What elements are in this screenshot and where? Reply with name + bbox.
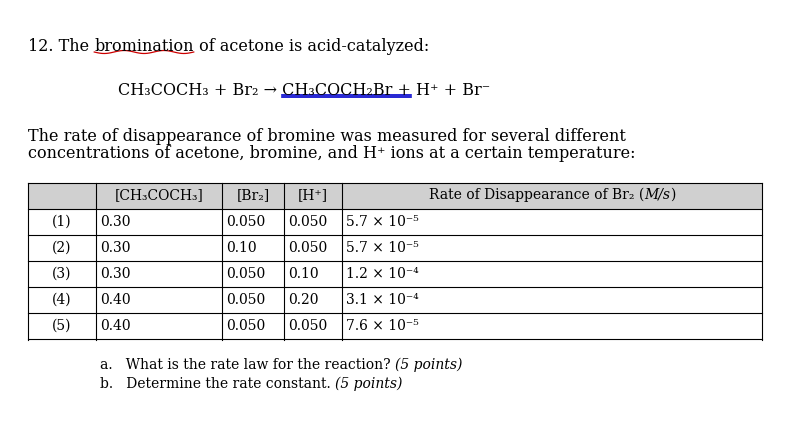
Text: 0.050: 0.050 [226, 215, 265, 229]
Text: bromination: bromination [94, 38, 194, 55]
Text: H⁺ + Br⁻: H⁺ + Br⁻ [416, 82, 491, 99]
Text: CH₃COCH₃ + Br₂ → CH₃COCH₂Br +: CH₃COCH₃ + Br₂ → CH₃COCH₂Br + [118, 82, 416, 99]
Text: 0.40: 0.40 [100, 293, 131, 307]
Text: 5.7 × 10⁻⁵: 5.7 × 10⁻⁵ [346, 215, 418, 229]
Text: 0.20: 0.20 [288, 293, 318, 307]
Text: 5.7 × 10⁻⁵: 5.7 × 10⁻⁵ [346, 241, 418, 255]
Text: (4): (4) [52, 293, 71, 307]
Text: 0.050: 0.050 [288, 319, 327, 333]
Text: 0.30: 0.30 [100, 241, 130, 255]
Text: 0.050: 0.050 [288, 241, 327, 255]
Text: 3.1 × 10⁻⁴: 3.1 × 10⁻⁴ [346, 293, 418, 307]
Text: [CH₃COCH₃]: [CH₃COCH₃] [114, 188, 203, 202]
Text: 0.050: 0.050 [288, 215, 327, 229]
Text: 0.050: 0.050 [226, 293, 265, 307]
Text: [H⁺]: [H⁺] [298, 188, 328, 202]
Text: 0.050: 0.050 [226, 319, 265, 333]
Text: (1): (1) [52, 215, 71, 229]
Text: 0.30: 0.30 [100, 267, 130, 281]
Text: M/s: M/s [644, 188, 670, 202]
Text: (5 points): (5 points) [395, 358, 462, 372]
Text: (3): (3) [52, 267, 71, 281]
Text: a.   What is the rate law for the reaction?: a. What is the rate law for the reaction… [100, 358, 395, 372]
Text: (5 points): (5 points) [335, 377, 403, 391]
Text: ): ) [670, 188, 676, 202]
Text: 12. The: 12. The [28, 38, 94, 55]
Text: 0.40: 0.40 [100, 319, 131, 333]
Text: b.   Determine the rate constant.: b. Determine the rate constant. [100, 377, 335, 391]
Text: of acetone is acid-catalyzed:: of acetone is acid-catalyzed: [194, 38, 429, 55]
Text: 0.30: 0.30 [100, 215, 130, 229]
Text: (2): (2) [52, 241, 71, 255]
Text: Rate of Disappearance of Br₂ (: Rate of Disappearance of Br₂ ( [429, 188, 644, 202]
Text: 7.6 × 10⁻⁵: 7.6 × 10⁻⁵ [346, 319, 418, 333]
Text: concentrations of acetone, bromine, and H⁺ ions at a certain temperature:: concentrations of acetone, bromine, and … [28, 145, 635, 162]
Text: 0.050: 0.050 [226, 267, 265, 281]
Text: [Br₂]: [Br₂] [237, 188, 270, 202]
Text: 1.2 × 10⁻⁴: 1.2 × 10⁻⁴ [346, 267, 418, 281]
Text: 0.10: 0.10 [288, 267, 318, 281]
Text: (5): (5) [52, 319, 71, 333]
Text: 0.10: 0.10 [226, 241, 256, 255]
Bar [28, 183, 762, 209]
Text: The rate of disappearance of bromine was measured for several different: The rate of disappearance of bromine was… [28, 128, 626, 145]
